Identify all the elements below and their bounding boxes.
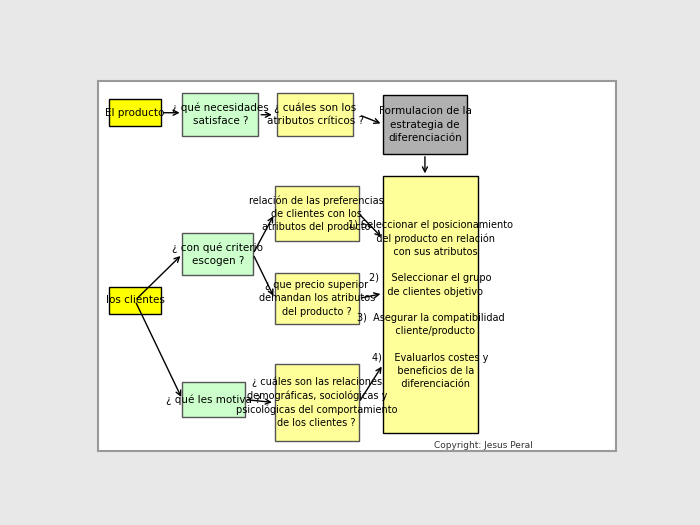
Bar: [274, 186, 359, 241]
Text: ¿ cuáles son los
atributos críticos ?: ¿ cuáles son los atributos críticos ?: [267, 103, 364, 127]
Bar: [277, 93, 354, 136]
Bar: [183, 382, 245, 417]
Text: ¿ con qué criterio
escogen ?: ¿ con qué criterio escogen ?: [172, 242, 263, 266]
Text: ¿ qué necesidades
satisface ?: ¿ qué necesidades satisface ?: [172, 103, 269, 127]
Bar: [274, 273, 359, 324]
Text: relación de las preferencias
de clientes con los
atributos del producto: relación de las preferencias de clientes…: [249, 195, 384, 232]
Text: 1) Seleccionar el posicionamiento
   del producto en relación
   con sus atribut: 1) Seleccionar el posicionamiento del pr…: [348, 220, 513, 389]
Bar: [383, 96, 468, 154]
Text: ¿ que precio superior
demandan los atributos
del producto ?: ¿ que precio superior demandan los atrib…: [258, 280, 375, 317]
Text: Formulacion de la
estrategia de
diferenciación: Formulacion de la estrategia de diferenc…: [379, 107, 472, 143]
Text: Copyright: Jesus Peral: Copyright: Jesus Peral: [434, 440, 533, 449]
Bar: [109, 287, 161, 313]
Bar: [383, 176, 478, 433]
Bar: [183, 93, 258, 136]
Bar: [183, 233, 253, 275]
Bar: [274, 364, 359, 441]
Bar: [109, 99, 161, 125]
Text: ¿ qué les motiva ?: ¿ qué les motiva ?: [167, 394, 261, 405]
Text: los clientes: los clientes: [106, 296, 164, 306]
Text: ¿ cuáles son las relaciones
demográficas, sociológicas y
psicológicas del compor: ¿ cuáles son las relaciones demográficas…: [236, 377, 398, 428]
Text: El producto: El producto: [105, 108, 164, 118]
